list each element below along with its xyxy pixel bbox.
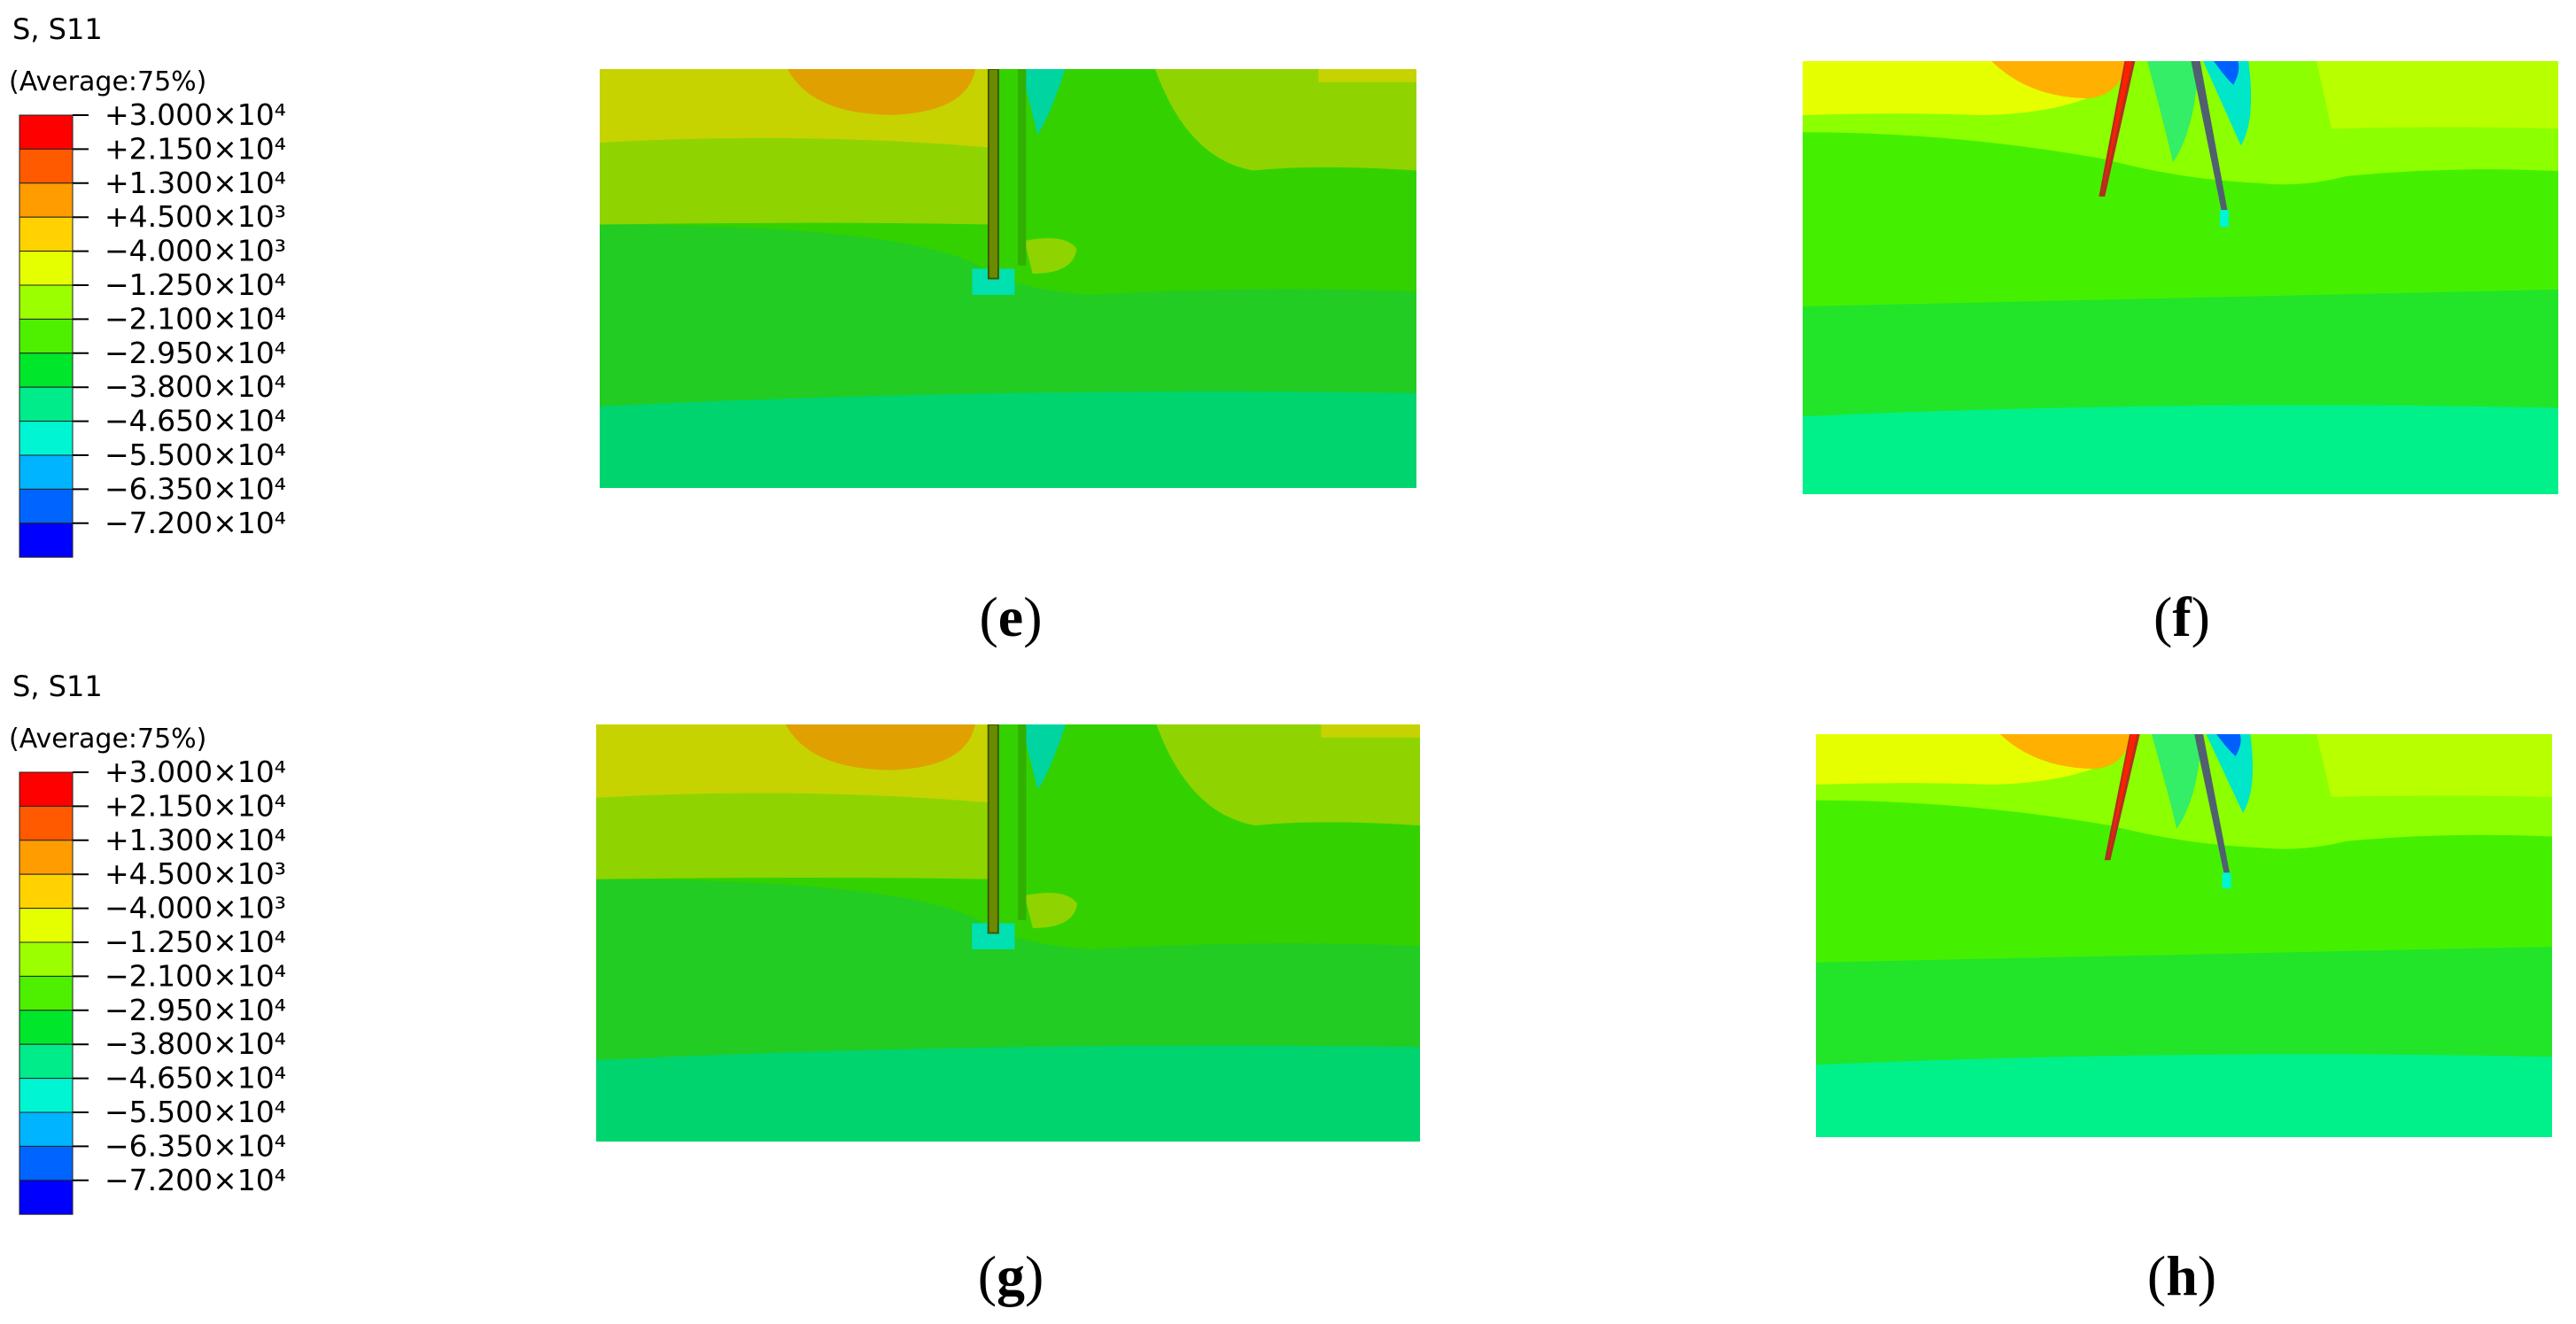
legend-swatch — [19, 840, 74, 875]
legend-label: +4.500×10³ — [105, 199, 286, 234]
legend-label: −2.100×10⁴ — [105, 958, 286, 993]
legend-label: −5.500×10⁴ — [105, 437, 286, 472]
legend-label: −5.500×10⁴ — [105, 1095, 286, 1129]
panel-caption: (f) — [2153, 585, 2210, 648]
legend-label: +4.500×10³ — [105, 856, 286, 891]
legend-swatch — [19, 523, 74, 558]
legend-label: −4.650×10⁴ — [105, 404, 286, 438]
legend-title: S, S11 — [12, 670, 103, 703]
legend-swatch — [19, 908, 74, 943]
legend-subtitle: (Average:75%) — [9, 724, 206, 755]
legend: S, S11(Average:75%)+3.000×10⁴+2.150×10⁴+… — [9, 670, 286, 1215]
contour-plot — [1816, 734, 2552, 1137]
legend-swatch — [19, 182, 74, 218]
panel-caption: (h) — [2147, 1244, 2216, 1307]
legend-label: −2.950×10⁴ — [105, 336, 286, 370]
legend-label: −4.000×10³ — [105, 234, 286, 268]
legend-swatch — [19, 1145, 74, 1181]
legend-swatch — [19, 771, 74, 807]
legend-swatch — [19, 284, 74, 320]
legend-swatch — [19, 1180, 74, 1215]
contour-plot — [600, 69, 1416, 488]
legend-swatch — [19, 1111, 74, 1147]
legend-swatch — [19, 386, 74, 422]
legend-label: +2.150×10⁴ — [105, 131, 286, 166]
legend-label: −3.800×10⁴ — [105, 1026, 286, 1061]
legend-label: −4.650×10⁴ — [105, 1061, 286, 1096]
panel-caption: (e) — [979, 585, 1042, 648]
legend-swatch — [19, 251, 74, 286]
legend-swatch — [19, 148, 74, 184]
legend-label: −7.200×10⁴ — [105, 506, 286, 540]
legend-label: −3.800×10⁴ — [105, 369, 286, 404]
panel-label: h — [2166, 1244, 2198, 1307]
panel-label: f — [2172, 585, 2192, 648]
legend-label: +1.300×10⁴ — [105, 823, 286, 857]
legend-label: −6.350×10⁴ — [105, 471, 286, 506]
legend-swatch — [19, 488, 74, 524]
contour-plot — [596, 724, 1420, 1142]
legend-swatch — [19, 873, 74, 910]
legend-label: −2.100×10⁴ — [105, 301, 286, 336]
panel-label: g — [997, 1244, 1025, 1307]
legend-swatch — [19, 216, 74, 252]
legend-swatch — [19, 318, 74, 354]
legend-label: −6.350×10⁴ — [105, 1128, 286, 1163]
contour-plot — [1803, 61, 2558, 494]
legend-label: +3.000×10⁴ — [105, 97, 286, 132]
legend-label: −1.250×10⁴ — [105, 267, 286, 302]
legend-subtitle: (Average:75%) — [9, 66, 206, 97]
panel-caption: (g) — [978, 1244, 1044, 1307]
legend-swatch — [19, 114, 74, 150]
legend-label: −1.250×10⁴ — [105, 925, 286, 959]
legend-swatch — [19, 454, 74, 490]
legend-swatch — [19, 1010, 74, 1045]
legends: S, S11(Average:75%)+3.000×10⁴+2.150×10⁴+… — [9, 12, 286, 1215]
legend-swatch — [19, 421, 74, 456]
legend-label: −4.000×10³ — [105, 891, 286, 925]
legend-swatch — [19, 1078, 74, 1113]
legend-label: −2.950×10⁴ — [105, 993, 286, 1027]
legend-label: +2.150×10⁴ — [105, 788, 286, 823]
legend: S, S11(Average:75%)+3.000×10⁴+2.150×10⁴+… — [9, 12, 286, 558]
legend-label: +3.000×10⁴ — [105, 755, 286, 789]
legend-swatch — [19, 805, 74, 841]
legend-label: −7.200×10⁴ — [105, 1163, 286, 1197]
panel-label: e — [998, 585, 1023, 648]
legend-swatch — [19, 1043, 74, 1080]
captions: (e) (f) (g) (h) — [978, 585, 2216, 1307]
legend-title: S, S11 — [12, 12, 103, 46]
legend-label: +1.300×10⁴ — [105, 166, 286, 200]
legend-swatch — [19, 975, 74, 1011]
legend-swatch — [19, 352, 74, 388]
legend-swatch — [19, 941, 74, 977]
